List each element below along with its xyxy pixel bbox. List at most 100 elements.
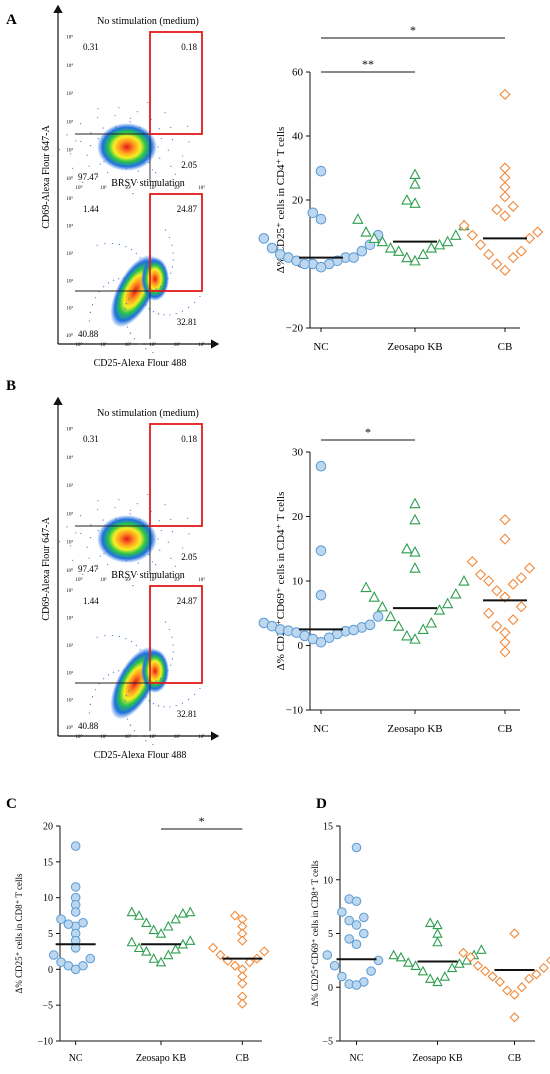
x-tick-label: Zeosapo KB [412,1053,463,1064]
scatter-event-a-bottom [172,252,174,254]
data-point-zeosapo-kb [177,907,189,918]
data-point-cb [499,162,511,174]
flow-x-tick-a-bottom: 10⁰ [75,342,82,348]
scatter-event-b-bottom [104,635,106,637]
flow-x-tick-b-bottom: 10⁰ [75,734,82,740]
scatter-event-a-top [107,171,109,174]
data-point-cb [472,960,484,971]
scatter-event-a-bottom [129,332,132,334]
scatter-event-a-top [164,112,166,114]
data-point-nc [337,907,347,917]
scatter-event-b-top [114,507,116,509]
flow-x-tick-a-top: 10¹ [100,185,107,191]
scatter-event-a-bottom [155,288,157,290]
data-point-zeosapo-kb [155,928,167,938]
scatter-event-b-top [158,520,160,522]
scatter-event-a-top [190,162,192,164]
data-point-zeosapo-kb [458,575,470,586]
data-point-cb [466,229,478,241]
x-tick-label: Zeosapo KB [136,1053,187,1064]
flow-x-tick-a-bottom: 10⁴ [174,342,181,348]
x-tick-label: CB [508,1053,522,1064]
data-point-zeosapo-kb [409,178,421,189]
data-point-cb [483,607,495,619]
gate-ur-b-bottom [149,585,203,684]
data-point-zeosapo-kb [185,906,196,917]
data-point-zeosapo-kb [384,242,397,253]
scatter-event-b-top [80,532,82,535]
scatter-event-b-top [148,553,150,556]
data-point-nc [356,245,368,257]
scatter-event-b-top [102,519,104,521]
scatter-event-a-top [118,107,120,109]
quadrant-ul-a-bottom: 1.44 [83,204,99,214]
flow-y-label-a: CD69-Alexa Flour 647-A [41,125,52,229]
data-point-nc [266,242,278,254]
data-point-cb [237,978,248,989]
scatter-event-b-bottom [127,670,130,672]
flow-x-tick-a-top: 10⁴ [174,185,181,191]
scatter-event-a-bottom [188,306,190,309]
data-point-zeosapo-kb [454,958,465,968]
data-point-nc [70,882,81,892]
data-point-nc [359,928,369,939]
flow-y-tick-b-top: 10⁴ [66,455,73,461]
scatter-event-a-top [96,116,99,118]
data-point-cb [499,533,511,545]
data-point-nc [344,934,354,944]
scatter-event-a-bottom [145,272,147,274]
scatter-event-b-bottom [152,743,154,746]
scatter-event-b-bottom [125,695,128,697]
data-point-cb [491,204,503,216]
data-point-nc [315,636,327,648]
significance-label: ** [362,57,374,71]
data-point-cb [483,575,495,587]
data-point-cb [545,956,550,965]
data-point-zeosapo-kb [433,238,446,250]
data-point-nc [70,907,81,917]
flow-y-tick-a-top: 10³ [67,91,74,97]
y-tick-label: −20 [286,323,304,335]
data-point-cb [516,982,527,993]
y-tick-label: 10 [323,875,333,886]
scatter-event-b-bottom [144,659,146,661]
scatter-event-b-bottom [172,644,174,646]
scatter-event-b-top [107,563,109,566]
data-point-zeosapo-kb [352,213,364,224]
scatter-event-a-top [90,144,92,147]
scatter-event-b-top [139,518,141,520]
data-point-zeosapo-kb [410,960,421,970]
data-point-zeosapo-kb [432,976,443,987]
flow-x-tick-b-bottom: 10⁴ [174,734,181,740]
scatter-event-b-bottom [181,702,184,704]
scatter-event-a-top [159,157,161,159]
data-point-nc [337,971,347,982]
flow-y-tick-a-top: 10⁵ [66,34,73,40]
data-point-nc [315,545,327,556]
scatter-event-b-top [90,524,92,526]
data-point-cb [515,601,527,613]
scatter-event-a-bottom [163,314,165,316]
data-point-zeosapo-kb [170,943,181,954]
data-point-zeosapo-kb [148,953,159,963]
data-point-cb [502,985,513,996]
flow-y-label-b: CD69-Alexa Flour 647-A [41,517,52,621]
scatter-event-a-bottom [89,311,91,314]
data-point-zeosapo-kb [424,973,436,983]
data-point-zeosapo-kb [126,906,137,917]
scatter-event-b-top [97,500,99,502]
scatter-event-a-bottom [125,303,128,305]
scatter-event-b-top [99,555,101,557]
scatter-event-a-top [103,161,105,163]
scatter-event-b-bottom [127,690,130,692]
significance-label: * [199,814,205,828]
scatter-event-a-top [97,176,99,178]
data-point-zeosapo-kb [425,616,438,628]
flow-x-tick-a-bottom: 10⁵ [198,342,205,348]
data-point-cb [538,962,549,973]
scatter-event-b-top [66,526,68,528]
scatter-event-b-bottom [118,670,120,672]
gate-ur-b-top [149,423,203,527]
scatter-event-a-bottom [118,243,120,246]
scatter-event-b-bottom [145,696,147,698]
